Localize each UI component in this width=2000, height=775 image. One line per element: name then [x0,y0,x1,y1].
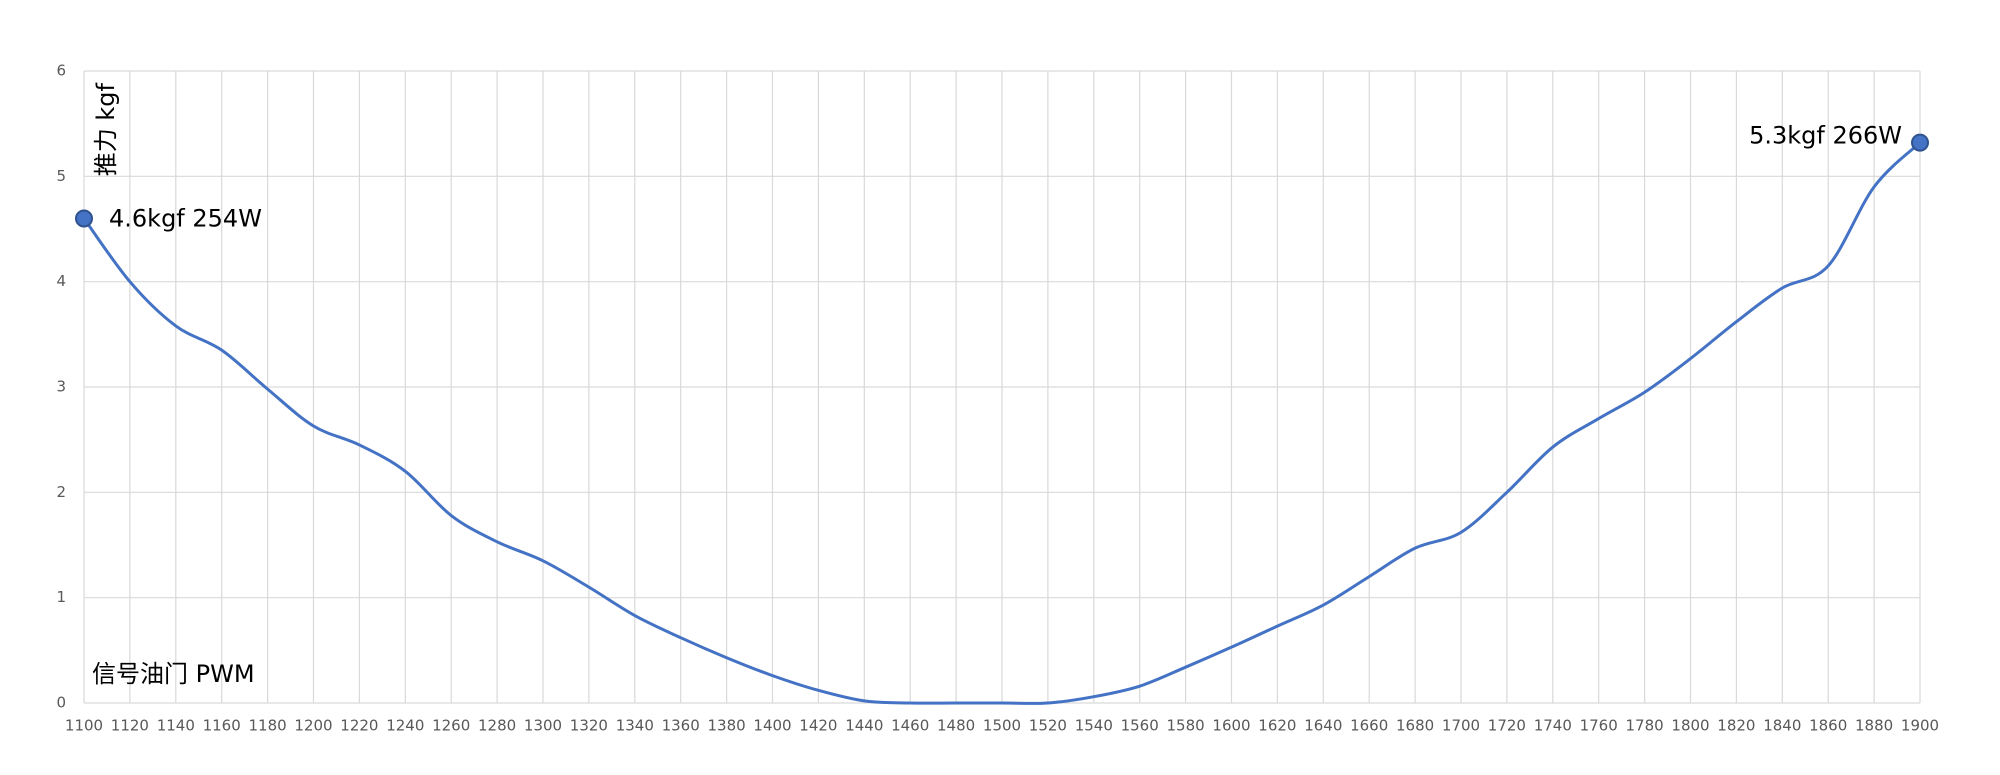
y-tick-label: 1 [56,588,66,606]
x-tick-label: 1240 [386,717,424,735]
annotation-marker [1911,133,1929,152]
x-tick-label: 1500 [983,717,1021,735]
x-tick-label: 1580 [1167,717,1205,735]
x-tick-label: 1300 [524,717,562,735]
x-tick-label: 1800 [1671,717,1709,735]
x-tick-label: 1520 [1029,717,1067,735]
x-tick-label: 1660 [1350,717,1388,735]
x-tick-label: 1880 [1855,717,1893,735]
x-tick-label: 1260 [432,717,470,735]
x-tick-label: 1340 [616,717,654,735]
x-tick-label: 1160 [203,717,241,735]
x-tick-label: 1100 [65,717,103,735]
x-tick-label: 1840 [1763,717,1801,735]
y-tick-label: 6 [56,62,66,80]
y-tick-label: 3 [56,378,66,396]
x-tick-label: 1620 [1258,717,1296,735]
x-tick-label: 1700 [1442,717,1480,735]
x-tick-label: 1200 [294,717,332,735]
y-tick-label: 5 [56,167,66,185]
x-axis-label: 信号油门 PWM [92,660,255,688]
x-tick-label: 1540 [1075,717,1113,735]
x-tick-label: 1480 [937,717,975,735]
x-tick-label: 1860 [1809,717,1847,735]
x-tick-label: 1320 [570,717,608,735]
x-tick-label: 1720 [1488,717,1526,735]
x-tick-label: 1420 [799,717,837,735]
y-axis-label: 推力 kgf [92,82,120,176]
x-tick-label: 1680 [1396,717,1434,735]
data-line [82,141,1922,705]
x-tick-label: 1640 [1304,717,1342,735]
x-tick-label: 1820 [1717,717,1755,735]
annotation-marker [75,209,93,228]
x-tick-label: 1560 [1121,717,1159,735]
y-tick-label: 2 [56,483,66,501]
x-tick-label: 1380 [708,717,746,735]
x-tick-label: 1280 [478,717,516,735]
x-tick-label: 1900 [1901,717,1939,735]
x-tick-label: 1120 [111,717,149,735]
x-tick-label: 1400 [753,717,791,735]
y-tick-label: 4 [56,272,66,290]
x-tick-label: 1180 [249,717,287,735]
x-tick-label: 1460 [891,717,929,735]
x-tick-label: 1440 [845,717,883,735]
x-tick-label: 1760 [1580,717,1618,735]
x-tick-label: 1600 [1212,717,1250,735]
annotation: 5.3kgf 266W [1749,122,1902,150]
x-tick-label: 1220 [340,717,378,735]
y-tick-label: 0 [56,694,66,712]
x-tick-label: 1140 [157,717,195,735]
x-tick-label: 1360 [662,717,700,735]
x-tick-label: 1780 [1626,717,1664,735]
x-tick-label: 1740 [1534,717,1572,735]
annotation: 4.6kgf 254W [109,204,262,232]
